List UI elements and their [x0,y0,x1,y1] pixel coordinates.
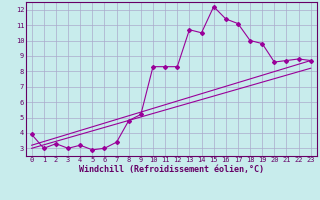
X-axis label: Windchill (Refroidissement éolien,°C): Windchill (Refroidissement éolien,°C) [79,165,264,174]
